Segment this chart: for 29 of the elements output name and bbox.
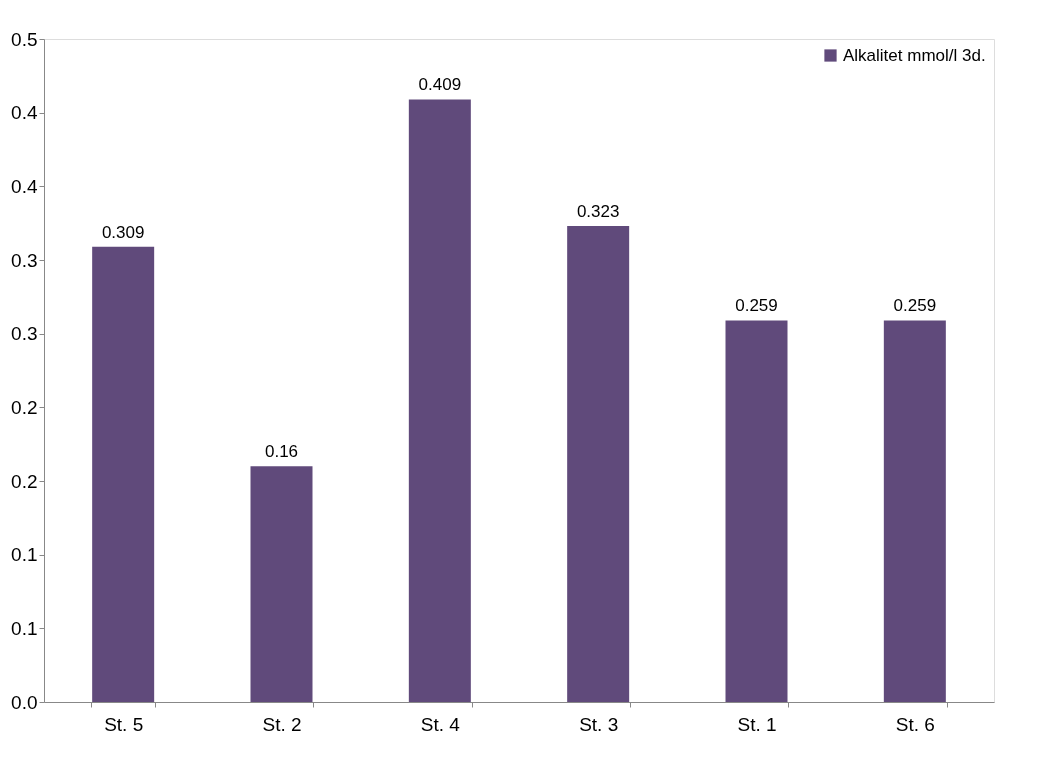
x-tick-label: St. 3: [579, 713, 619, 735]
data-label: 0.16: [264, 442, 299, 462]
y-tick-label: 0.1: [11, 617, 38, 639]
y-tick-label: 0.2: [11, 470, 38, 492]
legend-label: Alkalitet mmol/l 3d.: [843, 45, 986, 65]
data-label: 0.259: [893, 296, 937, 316]
x-tick-label: St. 4: [420, 713, 461, 735]
y-tick-label: 0.4: [11, 175, 38, 197]
x-tick-label: St. 5: [104, 713, 144, 735]
bar: [567, 226, 630, 702]
y-tick-label: 0.2: [11, 396, 38, 418]
x-tick-label: St. 6: [895, 713, 935, 735]
y-tick-label: 0.3: [11, 323, 38, 345]
bar: [883, 320, 946, 702]
y-tick-label: 0.0: [11, 691, 38, 713]
data-label: 0.309: [101, 222, 145, 242]
x-tick-label: St. 1: [737, 713, 777, 735]
bar: [92, 246, 155, 702]
y-tick-label: 0.3: [11, 249, 38, 271]
data-label: 0.323: [576, 202, 620, 222]
y-tick-label: 0.4: [11, 102, 38, 124]
bar: [250, 466, 313, 702]
bar: [408, 99, 471, 702]
bar: [725, 320, 788, 702]
data-label: 0.259: [735, 296, 778, 316]
y-tick-label: 0.5: [11, 28, 38, 50]
x-tick-label: St. 2: [262, 713, 302, 735]
y-tick-label: 0.1: [11, 544, 38, 566]
data-label: 0.409: [418, 75, 462, 95]
